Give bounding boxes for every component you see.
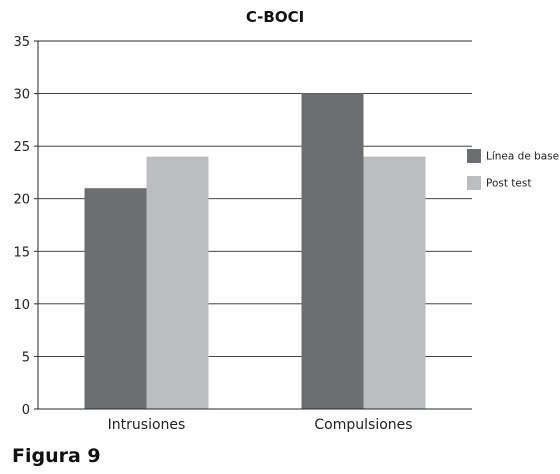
chart-title: C-BOCI (246, 8, 304, 26)
legend-swatch (467, 176, 481, 190)
y-tick-label: 5 (22, 350, 30, 365)
legend-label: Post test (486, 178, 531, 190)
y-tick-label: 10 (13, 298, 30, 313)
y-tick-label: 15 (13, 245, 30, 260)
y-tick-label: 0 (22, 403, 30, 418)
legend-label: Línea de base (486, 151, 559, 163)
x-category-label: Compulsiones (314, 417, 412, 433)
bar (301, 93, 364, 410)
bar-chart: C-BOCI 0 5 10 15 20 25 30 35 Intrusiones Compulsio… (13, 8, 559, 433)
y-tick-label: 25 (13, 140, 30, 155)
y-tick-label: 30 (13, 88, 30, 103)
bar (146, 156, 209, 409)
y-tick-label: 35 (13, 35, 30, 50)
bar (363, 156, 426, 409)
x-category-label: Intrusiones (108, 417, 186, 433)
bar (84, 188, 147, 409)
y-tick-label: 20 (13, 193, 30, 208)
legend-swatch (467, 149, 481, 163)
figure-caption: Figura 9 (12, 445, 101, 467)
